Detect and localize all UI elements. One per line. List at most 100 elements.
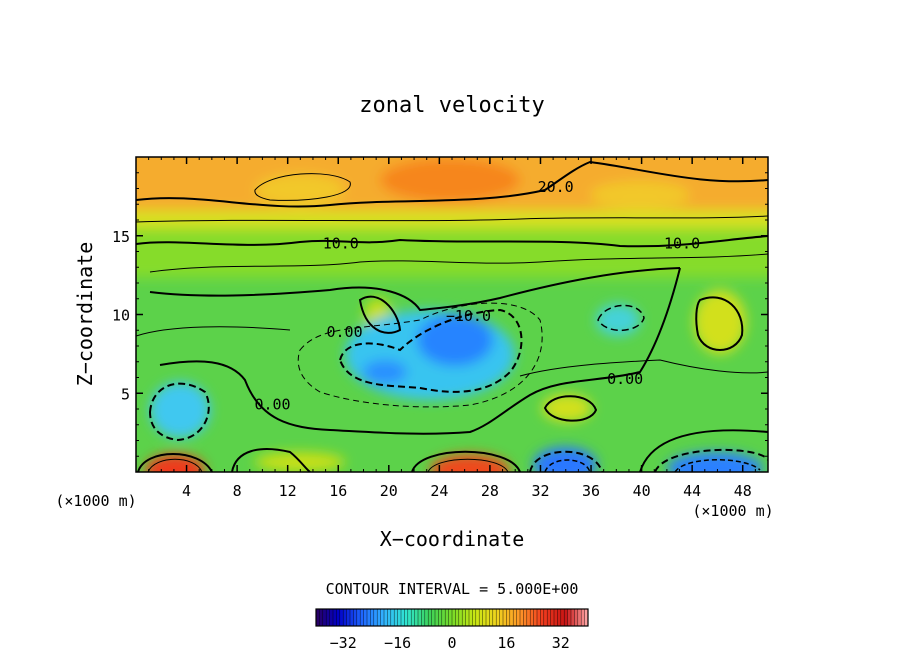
contour-0-jet [358, 295, 402, 334]
upper-max-region [380, 158, 520, 202]
contour-bottom-neg-2 [654, 448, 768, 472]
contour-bottom-neg-1-inner [544, 459, 591, 472]
x-unit-right: (×1000 m) [692, 502, 773, 520]
colorbar-cell [543, 609, 548, 626]
colorbar-cell [516, 609, 521, 626]
x-axis: 4 8 12 16 20 24 28 32 36 40 44 48 [148, 157, 756, 500]
contour-label-0: 20.0 [538, 178, 574, 196]
colorbar-cell [560, 609, 565, 626]
colorbar-cell [472, 609, 477, 626]
contour-label-1: 10.0 [323, 235, 359, 253]
upper-right-yellow [590, 181, 690, 209]
colorbar-cell [567, 609, 572, 626]
contour-lines [136, 160, 768, 472]
bottom-left-max [145, 454, 205, 472]
colorbar-cell [394, 609, 398, 626]
contour-label-2: 10.0 [664, 235, 700, 253]
x-tick-label: 24 [430, 482, 448, 500]
x-tick-label: 40 [633, 482, 651, 500]
colorbar-cell [506, 609, 511, 626]
colorbar-cell [333, 609, 337, 626]
contour-0-lower-center [543, 395, 598, 422]
contour-label-4: −10.0 [446, 307, 491, 325]
colorbar-cell [404, 609, 409, 626]
colorbar-cell [390, 609, 395, 626]
colorbar-cell [584, 609, 589, 626]
colorbar-cell [418, 609, 422, 626]
contour-0-right [695, 296, 744, 351]
colorbar-cell [431, 609, 436, 626]
x-tick-label: 44 [683, 482, 701, 500]
colorbar-cell [448, 609, 453, 626]
contour-0-bottom-right [639, 429, 768, 472]
y-axis-label: Z−coordinate [73, 242, 97, 387]
colorbar-cell [397, 609, 402, 626]
x-tick-label: 8 [233, 482, 242, 500]
contour-bottom-center-max-inner [427, 458, 509, 472]
colorbar-cell [520, 609, 524, 626]
colorbar-cell [540, 609, 545, 626]
colorbar-cell [326, 609, 330, 626]
second-negative-core [363, 360, 407, 384]
colorbar-cell [458, 609, 463, 626]
colorbar-cell [380, 609, 385, 626]
colorbar-cell [329, 609, 334, 626]
contour-bottom-left-max [137, 453, 213, 472]
colorbar-cell [367, 609, 371, 626]
contour-bottom-center-max [411, 450, 521, 472]
colorbar-cell [513, 609, 517, 626]
colorbar-cell [387, 609, 392, 626]
colorbar-cell [401, 609, 405, 626]
colorbar-cell [428, 609, 432, 626]
x-unit-left: (×1000 m) [55, 492, 136, 510]
contour-bottom-left-max-inner [147, 458, 203, 472]
colorbar-cell [441, 609, 446, 626]
x-tick-label: 32 [531, 482, 549, 500]
contour-label-3: 0.00 [326, 323, 362, 341]
colorbar-cell [509, 609, 514, 626]
contour-0-bottom-left [231, 448, 311, 472]
colorbar-cell [479, 609, 483, 626]
colorbar-cell [346, 609, 351, 626]
x-tick-label: 16 [329, 482, 347, 500]
colorbar-cell [445, 609, 449, 626]
colorbar-cell [339, 609, 344, 626]
colorbar-cell [475, 609, 480, 626]
colorbar-cell [336, 609, 341, 626]
colorbar-cell [523, 609, 528, 626]
colorbar-cell [411, 609, 415, 626]
x-tick-label: 28 [481, 482, 499, 500]
colorbar-cell [414, 609, 419, 626]
contour-labels: 20.0 10.0 10.0 0.00 −10.0 0.00 0.00 [254, 178, 700, 413]
contour-label-5: 0.00 [607, 370, 643, 388]
contour-neg10-left [148, 382, 210, 442]
colorbar-cell [353, 609, 358, 626]
y-axis: 5 10 15 [112, 172, 768, 457]
colorbar-cell [363, 609, 368, 626]
colorbar-cell [407, 609, 412, 626]
colorbar-cell [574, 609, 579, 626]
y-tick-label: 15 [112, 228, 130, 246]
contour-10-lower [149, 267, 681, 312]
colorbar-cell [571, 609, 575, 626]
colorbar-cell [554, 609, 558, 626]
colorbar-cell [577, 609, 582, 626]
contour-bottom-neg-1 [529, 450, 603, 472]
contour-bottom-neg-2-inner [674, 459, 761, 472]
colorbar-cell [482, 609, 487, 626]
contour-neg10-right [597, 304, 645, 332]
colorbar-cell [452, 609, 456, 626]
bottom-negative-region-2 [667, 452, 763, 472]
x-tick-label: 48 [734, 482, 752, 500]
plot-area: 20.0 10.0 10.0 0.00 −10.0 0.00 0.00 [136, 157, 768, 472]
contour-15 [136, 215, 768, 223]
lower-center-high [542, 394, 592, 422]
y-tick-label: 5 [121, 385, 130, 403]
colorbar-cell [557, 609, 562, 626]
colorbar-cell [489, 609, 494, 626]
contour-neg5-main [297, 302, 543, 408]
colorbar-cell [421, 609, 426, 626]
colorbar-cell [455, 609, 460, 626]
colorbar-cell [316, 609, 320, 626]
